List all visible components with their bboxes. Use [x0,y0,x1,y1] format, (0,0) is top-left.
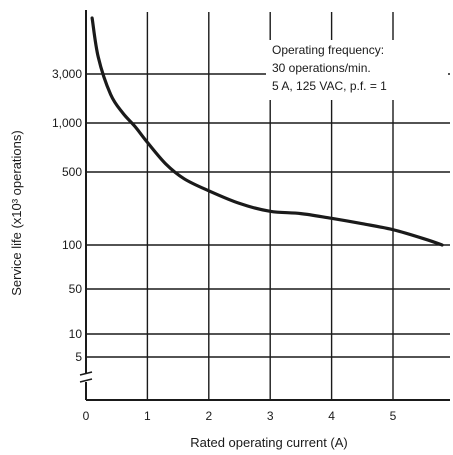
y-tick-label: 50 [69,282,83,296]
annotation-line-1: Operating frequency: [272,43,384,57]
x-tick-labels: 0 1 2 3 4 5 [83,409,397,423]
x-tick-label: 3 [267,409,274,423]
y-tick-label: 3,000 [52,67,82,81]
x-axis-label: Rated operating current (A) [190,435,348,450]
axes [79,10,450,401]
annotation-line-2: 30 operations/min. [272,61,371,75]
y-tick-labels: 5 10 50 100 500 1,000 3,000 [52,67,82,364]
x-tick-label: 2 [205,409,212,423]
axis-break-mark [79,371,93,376]
x-tick-label: 1 [144,409,151,423]
x-tick-label: 4 [328,409,335,423]
axis-break-gap [81,374,91,382]
y-tick-label: 100 [62,238,82,252]
annotation-box [266,40,448,100]
x-tick-label: 0 [83,409,90,423]
service-life-curve [90,16,444,247]
y-tick-label: 1,000 [52,116,82,130]
y-tick-label: 10 [69,327,83,341]
y-tick-label: 5 [75,350,82,364]
y-tick-label: 500 [62,165,82,179]
series-group [90,16,444,247]
y-axis-label: Service life (x10³ operations) [9,130,24,295]
annotation-line-3: 5 A, 125 VAC, p.f. = 1 [272,79,387,93]
x-tick-label: 5 [390,409,397,423]
axis-break-mark [79,378,93,383]
